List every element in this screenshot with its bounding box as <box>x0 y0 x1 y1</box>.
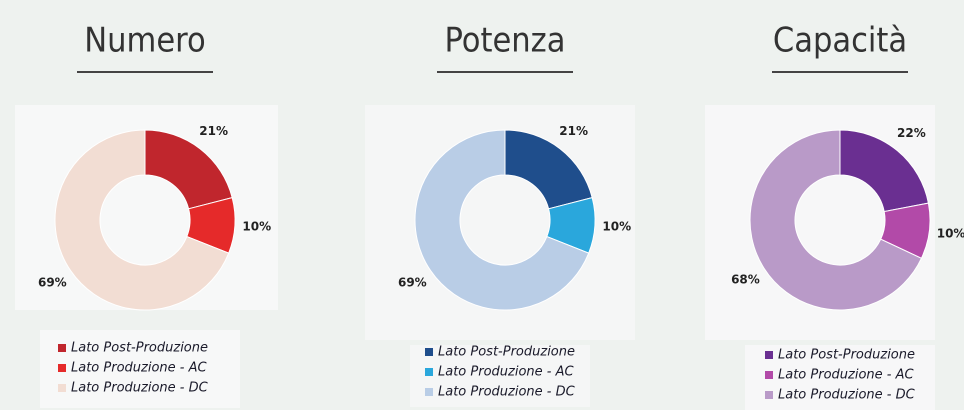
donut-slice <box>749 129 923 311</box>
legend-label: Lato Produzione - DC <box>71 381 209 396</box>
legend-label: Lato Post-Produzione <box>438 345 575 360</box>
data-label: 69% <box>38 275 67 289</box>
data-label: 69% <box>398 275 427 289</box>
legend-swatch <box>58 364 66 372</box>
legend-swatch <box>58 344 66 352</box>
legend-swatch <box>425 368 433 376</box>
legend-swatch <box>765 391 773 399</box>
legend-label: Lato Post-Produzione <box>71 341 208 356</box>
donut-slice <box>414 129 590 311</box>
legend-label: Lato Produzione - AC <box>438 365 574 380</box>
legend-box <box>745 345 935 410</box>
donut-slice <box>144 129 233 210</box>
legend-box <box>410 345 590 407</box>
data-label: 68% <box>731 273 760 287</box>
legend-label: Lato Post-Produzione <box>778 348 915 363</box>
legend-swatch <box>765 351 773 359</box>
legend-swatch <box>58 384 66 392</box>
chart-title: Numero <box>84 21 205 61</box>
legend-label: Lato Produzione - AC <box>778 368 914 383</box>
legend-label: Lato Produzione - DC <box>778 388 916 403</box>
data-label: 21% <box>199 124 228 138</box>
legend-swatch <box>425 348 433 356</box>
data-label: 10% <box>937 227 964 241</box>
chart-title: Potenza <box>445 21 566 61</box>
legend-box <box>40 330 240 408</box>
data-label: 10% <box>602 220 631 234</box>
legend-swatch <box>425 388 433 396</box>
data-label: 22% <box>897 126 926 140</box>
donut-slice <box>54 129 230 311</box>
legend-label: Lato Produzione - AC <box>71 361 207 376</box>
legend-swatch <box>765 371 773 379</box>
donut-slice <box>504 129 593 210</box>
legend-label: Lato Produzione - DC <box>438 385 576 400</box>
chart-title: Capacità <box>773 21 907 61</box>
data-label: 21% <box>559 124 588 138</box>
data-label: 10% <box>242 220 271 234</box>
